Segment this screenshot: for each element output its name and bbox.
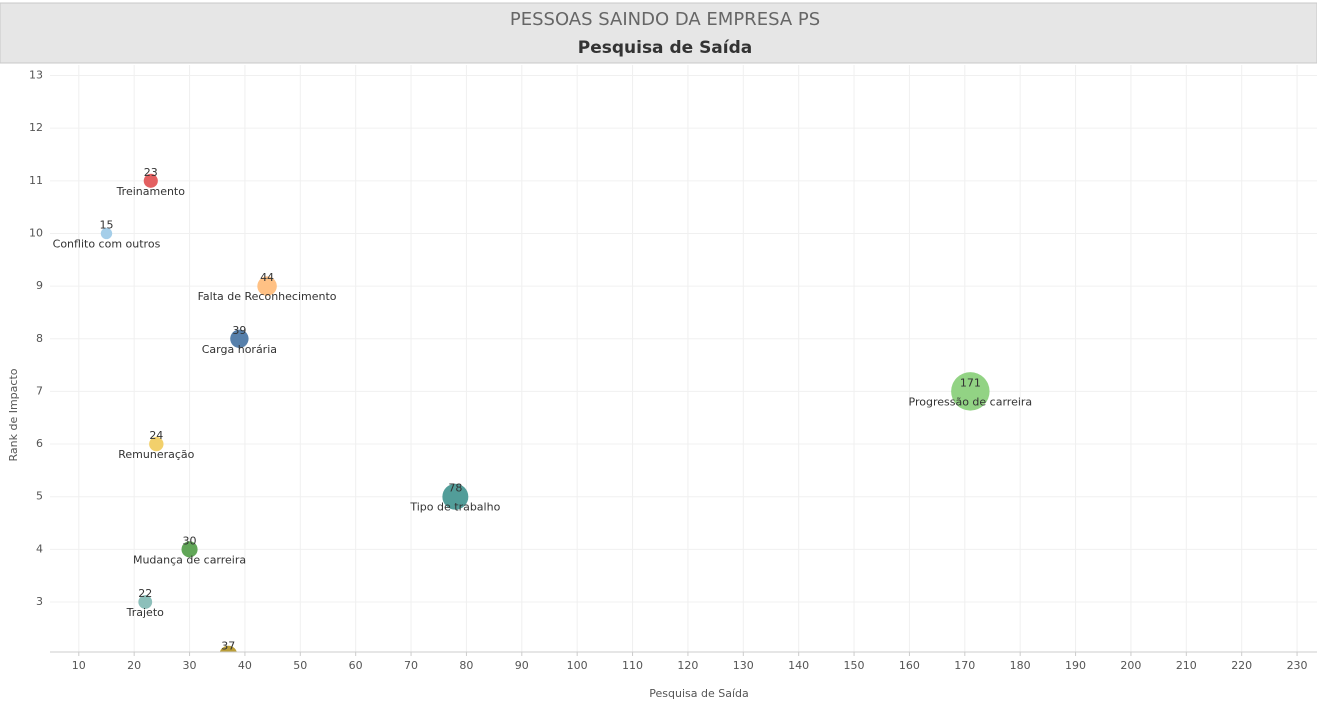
point-label: Mudança de carreira [133, 553, 246, 566]
y-tick-label: 9 [36, 279, 43, 292]
data-label: 78 [448, 482, 462, 495]
bubble [143, 173, 158, 188]
data-label: 44 [260, 271, 274, 284]
point-label: Carga horária [202, 343, 277, 356]
point-label: Progressão de carreira [909, 395, 1033, 408]
y-tick-label: 8 [36, 332, 43, 345]
x-tick-label: 100 [567, 659, 588, 672]
data-label: 15 [99, 218, 113, 231]
x-tick-label: 10 [72, 659, 86, 672]
chart-subtitle: Pesquisa de Saída [578, 38, 753, 58]
point-label: Tipo de trabalho [409, 501, 500, 514]
x-tick-label: 190 [1065, 659, 1086, 672]
y-tick-label: 4 [36, 542, 43, 555]
point-label: Conflito com outros [53, 237, 161, 250]
bubble [951, 372, 990, 411]
bubble [219, 645, 237, 652]
x-tick-label: 80 [459, 659, 473, 672]
x-tick-label: 130 [733, 659, 754, 672]
header [0, 2, 1317, 64]
y-tick-label: 13 [29, 69, 43, 82]
y-axis-title: Rank de Impacto [7, 368, 20, 461]
x-tick-label: 90 [515, 659, 529, 672]
data-label: 171 [960, 376, 981, 389]
x-tick-label: 60 [349, 659, 363, 672]
y-tick-label: 10 [29, 226, 43, 239]
x-tick-label: 30 [183, 659, 197, 672]
x-tick-label: 170 [954, 659, 975, 672]
x-tick-label: 160 [899, 659, 920, 672]
data-label: 39 [232, 324, 246, 337]
bubble [181, 541, 198, 558]
x-tick-label: 70 [404, 659, 418, 672]
chart-title: PESSOAS SAINDO DA EMPRESA PS [510, 9, 820, 30]
bubble [230, 329, 249, 348]
data-label: 24 [149, 429, 163, 442]
x-tick-label: 20 [127, 659, 141, 672]
x-tick-label: 230 [1287, 659, 1308, 672]
bubble [149, 436, 164, 452]
bubble [442, 483, 469, 510]
x-axis-title: Pesquisa de Saída [649, 687, 748, 700]
x-tick-label: 110 [622, 659, 643, 672]
y-tick-label: 5 [36, 490, 43, 503]
point-label: Treinamento [116, 185, 186, 198]
data-label: 22 [138, 587, 152, 600]
bubble [100, 227, 113, 240]
y-tick-label: 3 [36, 595, 43, 608]
y-tick-label: 11 [29, 174, 43, 187]
x-tick-label: 140 [788, 659, 809, 672]
x-tick-label: 200 [1120, 659, 1141, 672]
x-tick-label: 150 [844, 659, 865, 672]
point-label: Trajeto [126, 606, 165, 619]
y-tick-label: 6 [36, 437, 43, 450]
x-tick-label: 180 [1010, 659, 1031, 672]
point-label: Remuneração [118, 448, 194, 461]
plot-area: 23 Treinamento 15 Conflito com outros 44 Falt… [53, 166, 1033, 653]
x-tick-label: 120 [677, 659, 698, 672]
data-label: 37 [221, 640, 235, 653]
data-label: 23 [144, 166, 158, 179]
bubble [257, 276, 277, 296]
x-tick-label: 40 [238, 659, 252, 672]
data-label: 30 [183, 534, 197, 547]
x-tick-label: 50 [293, 659, 307, 672]
y-tick-label: 12 [29, 121, 43, 134]
x-tick-label: 210 [1176, 659, 1197, 672]
bubble [138, 595, 153, 609]
x-tick-label: 220 [1231, 659, 1252, 672]
point-label: Falta de Reconhecimento [198, 290, 337, 303]
y-tick-label: 7 [36, 384, 43, 397]
